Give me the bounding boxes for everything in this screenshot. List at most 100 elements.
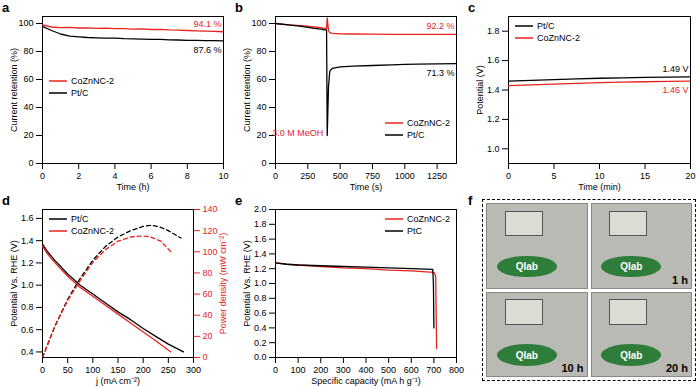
- svg-text:10: 10: [594, 171, 604, 181]
- svg-text:Time (h): Time (h): [116, 182, 149, 192]
- svg-text:Power density (mW cm⁻²): Power density (mW cm⁻²): [218, 233, 228, 335]
- svg-text:Potential Vs. RHE (V): Potential Vs. RHE (V): [242, 240, 252, 327]
- html-text:10 h: 10 h: [561, 362, 584, 374]
- svg-text:1.8: 1.8: [487, 26, 500, 36]
- svg-text:40: 40: [256, 102, 266, 112]
- svg-text:Specific capacity (mA h g⁻¹): Specific capacity (mA h g⁻¹): [311, 376, 421, 386]
- svg-text:100: 100: [291, 365, 306, 375]
- svg-text:100: 100: [85, 365, 100, 375]
- svg-text:3.0 M MeOH: 3.0 M MeOH: [272, 128, 323, 138]
- svg-text:200: 200: [136, 365, 151, 375]
- svg-text:0.4: 0.4: [21, 347, 34, 357]
- svg-text:5: 5: [551, 171, 556, 181]
- svg-text:1.4: 1.4: [254, 249, 267, 259]
- svg-text:500: 500: [381, 365, 396, 375]
- svg-text:0: 0: [40, 171, 45, 181]
- svg-text:1.49 V: 1.49 V: [662, 64, 688, 74]
- html-text:Qlab: Qlab: [620, 261, 643, 273]
- svg-text:1.2: 1.2: [254, 264, 267, 274]
- svg-text:0.0: 0.0: [254, 352, 267, 362]
- svg-text:2.0: 2.0: [254, 204, 267, 214]
- svg-text:Potential Vs. RHE (V): Potential Vs. RHE (V): [9, 240, 19, 327]
- svg-text:150: 150: [110, 365, 125, 375]
- svg-text:60: 60: [23, 74, 33, 84]
- svg-text:300: 300: [186, 365, 201, 375]
- svg-text:1250: 1250: [427, 171, 447, 181]
- svg-text:100: 100: [203, 247, 218, 257]
- svg-text:0: 0: [28, 158, 33, 168]
- svg-text:80: 80: [23, 46, 33, 56]
- svg-text:0.4: 0.4: [254, 323, 267, 333]
- svg-text:750: 750: [365, 171, 380, 181]
- html-text:Qlab: Qlab: [515, 349, 538, 361]
- svg-text:1.2: 1.2: [21, 258, 34, 268]
- svg-text:20: 20: [203, 331, 213, 341]
- svg-text:6: 6: [149, 171, 154, 181]
- svg-text:1.46 V: 1.46 V: [662, 85, 688, 95]
- svg-text:87.6 %: 87.6 %: [193, 45, 221, 55]
- svg-text:600: 600: [404, 365, 419, 375]
- svg-text:80: 80: [203, 268, 213, 278]
- svg-text:40: 40: [203, 310, 213, 320]
- svg-text:4: 4: [112, 171, 117, 181]
- svg-text:j (mA cm⁻²): j (mA cm⁻²): [95, 376, 140, 386]
- svg-text:0.6: 0.6: [254, 308, 267, 318]
- svg-text:60: 60: [256, 74, 266, 84]
- svg-text:20: 20: [256, 130, 266, 140]
- svg-text:200: 200: [313, 365, 328, 375]
- svg-text:1.6: 1.6: [254, 234, 267, 244]
- svg-text:40: 40: [23, 102, 33, 112]
- svg-text:20: 20: [685, 171, 695, 181]
- html-text:Qlab: Qlab: [515, 261, 538, 273]
- svg-text:2: 2: [76, 171, 81, 181]
- svg-text:0: 0: [203, 352, 208, 362]
- svg-text:400: 400: [358, 365, 373, 375]
- svg-text:250: 250: [300, 171, 315, 181]
- svg-text:0: 0: [273, 171, 278, 181]
- svg-text:60: 60: [203, 289, 213, 299]
- svg-text:8: 8: [185, 171, 190, 181]
- svg-text:Time (min): Time (min): [578, 182, 621, 192]
- svg-text:50: 50: [63, 365, 73, 375]
- svg-text:100: 100: [18, 18, 33, 28]
- svg-text:0: 0: [40, 365, 45, 375]
- svg-text:0.8: 0.8: [21, 302, 34, 312]
- svg-text:10: 10: [218, 171, 228, 181]
- svg-text:0: 0: [273, 365, 278, 375]
- svg-text:0: 0: [261, 158, 266, 168]
- svg-text:250: 250: [161, 365, 176, 375]
- svg-text:0.2: 0.2: [254, 338, 267, 348]
- svg-text:Current retention (%): Current retention (%): [242, 48, 252, 132]
- svg-text:94.1 %: 94.1 %: [193, 19, 221, 29]
- svg-text:Potential (V): Potential (V): [475, 65, 485, 115]
- svg-text:140: 140: [203, 204, 218, 214]
- svg-text:20: 20: [23, 130, 33, 140]
- svg-text:80: 80: [256, 46, 266, 56]
- svg-text:1.2: 1.2: [487, 114, 500, 124]
- svg-text:1.6: 1.6: [487, 55, 500, 65]
- svg-text:71.3 %: 71.3 %: [426, 68, 454, 78]
- svg-text:15: 15: [640, 171, 650, 181]
- svg-text:300: 300: [336, 365, 351, 375]
- svg-text:Time (s): Time (s): [350, 182, 383, 192]
- svg-text:1.6: 1.6: [21, 213, 34, 223]
- svg-text:1000: 1000: [395, 171, 415, 181]
- svg-text:92.2 %: 92.2 %: [426, 21, 454, 31]
- svg-text:1.4: 1.4: [21, 236, 34, 246]
- svg-text:1.0: 1.0: [254, 278, 267, 288]
- svg-text:0: 0: [506, 171, 511, 181]
- svg-text:0.6: 0.6: [21, 325, 34, 335]
- svg-text:700: 700: [426, 365, 441, 375]
- svg-text:0.8: 0.8: [254, 293, 267, 303]
- svg-text:Current retention (%): Current retention (%): [9, 48, 19, 132]
- svg-text:500: 500: [333, 171, 348, 181]
- svg-text:1.0: 1.0: [487, 144, 500, 154]
- html-text:1 h: 1 h: [672, 273, 688, 286]
- svg-text:800: 800: [449, 365, 464, 375]
- svg-text:1.4: 1.4: [487, 85, 500, 95]
- svg-text:1.0: 1.0: [21, 280, 34, 290]
- svg-text:120: 120: [203, 226, 218, 236]
- html-text:Qlab: Qlab: [620, 349, 643, 361]
- svg-text:100: 100: [251, 18, 266, 28]
- svg-text:1.8: 1.8: [254, 219, 267, 229]
